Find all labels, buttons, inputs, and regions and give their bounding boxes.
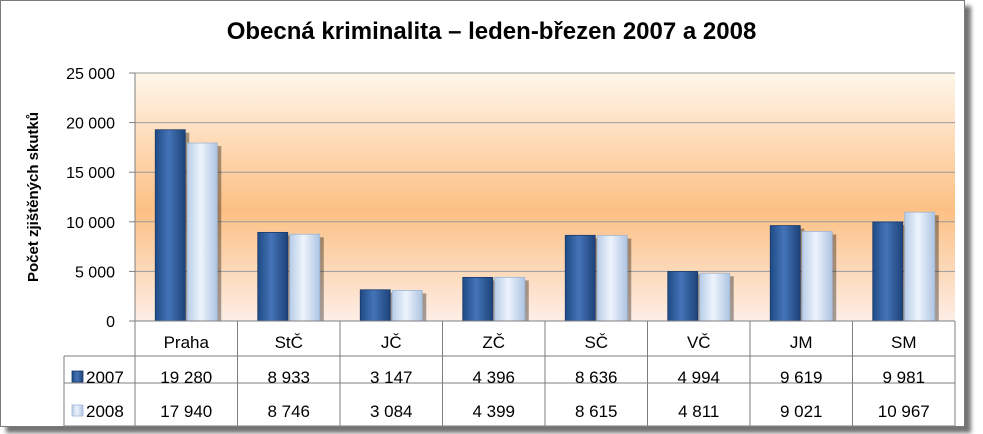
bar-2008-VČ <box>699 272 734 322</box>
bar-2008-SM <box>904 211 939 322</box>
y-tick-label: 10 000 <box>66 215 115 232</box>
data-label: 19 280 <box>160 368 212 387</box>
bar-2008-ZČ <box>494 276 529 322</box>
data-label: 8 636 <box>575 368 618 387</box>
legend-key-2008 <box>71 404 84 417</box>
legend-key-2007 <box>71 370 84 383</box>
bar <box>699 272 731 322</box>
bar <box>154 129 186 322</box>
bar-2007-ZČ <box>462 276 497 322</box>
bar-2007-SČ <box>564 234 600 322</box>
data-label: 3 084 <box>370 402 413 421</box>
x-tick-label: StČ <box>275 333 303 352</box>
bar-2007-JM <box>769 225 805 322</box>
bar <box>462 276 494 322</box>
data-label: 9 619 <box>780 368 823 387</box>
bar <box>359 289 391 322</box>
bar <box>391 290 423 322</box>
bar <box>769 225 801 322</box>
y-tick-label: 0 <box>106 314 115 331</box>
data-label: 4 396 <box>472 368 515 387</box>
bar-2007-StČ <box>257 231 292 322</box>
x-tick-label: JČ <box>381 333 402 352</box>
data-label: 9 981 <box>882 368 925 387</box>
y-tick-label: 25 000 <box>66 66 115 83</box>
bar <box>667 271 699 322</box>
data-label: 10 967 <box>878 402 930 421</box>
bar <box>257 231 289 322</box>
bar-2007-JČ <box>359 289 395 322</box>
bar <box>186 142 218 322</box>
bar-2007-Praha <box>154 129 190 322</box>
bar <box>872 221 904 322</box>
bar-2008-JČ <box>391 290 427 322</box>
bar-2007-VČ <box>667 271 702 322</box>
data-label: 4 811 <box>678 402 719 421</box>
bar <box>801 231 833 322</box>
bar <box>289 233 321 322</box>
y-tick-label: 15 000 <box>66 165 115 182</box>
bar-2007-SM <box>872 221 907 322</box>
bar <box>564 234 596 322</box>
x-tick-label: SM <box>891 333 917 352</box>
y-tick-label: 5 000 <box>75 264 115 281</box>
x-tick-label: Praha <box>164 333 210 352</box>
data-label: 3 147 <box>370 368 413 387</box>
bar-2008-JM <box>801 231 837 322</box>
bar-2008-SČ <box>596 235 632 322</box>
x-tick-label: ZČ <box>482 333 505 352</box>
bar <box>494 276 526 322</box>
bar <box>596 235 628 322</box>
bar-2008-Praha <box>186 142 222 322</box>
data-label: 8 746 <box>267 402 310 421</box>
data-label: 9 021 <box>780 402 823 421</box>
legend-label-2007: 2007 <box>86 368 124 387</box>
data-label: 4 399 <box>472 402 515 421</box>
x-tick-label: VČ <box>687 333 711 352</box>
data-label: 17 940 <box>160 402 212 421</box>
bar <box>904 211 936 322</box>
data-label: 4 994 <box>677 368 720 387</box>
chart-title: Obecná kriminalita – leden-březen 2007 a… <box>226 18 757 45</box>
data-label: 8 933 <box>267 368 310 387</box>
legend-label-2008: 2008 <box>86 402 124 421</box>
y-tick-label: 20 000 <box>66 116 115 133</box>
y-axis-label: Počet zjištěných skutků <box>25 112 42 282</box>
bar-2008-StČ <box>289 233 324 322</box>
x-tick-label: SČ <box>584 333 608 352</box>
data-label: 8 615 <box>575 402 618 421</box>
x-tick-label: JM <box>790 333 813 352</box>
